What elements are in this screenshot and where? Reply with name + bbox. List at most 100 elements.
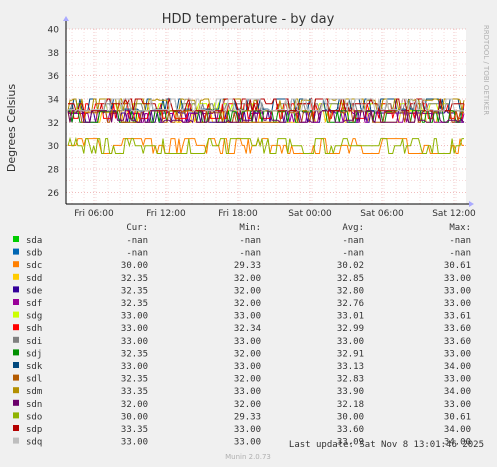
y-axis-label: Degrees Celsius xyxy=(5,84,18,173)
rrdtool-credit: RRDTOOL / TOBI OETIKER xyxy=(482,25,490,115)
legend-swatch-sdg xyxy=(13,311,19,318)
legend-swatch-sdi xyxy=(13,336,19,343)
legend-value: 33.00 xyxy=(444,375,471,385)
x-tick-label: Fri 06:00 xyxy=(74,209,114,219)
y-tick-label: 30 xyxy=(48,142,60,152)
legend-column-header: Cur: xyxy=(126,223,148,233)
legend-value: 34.00 xyxy=(444,438,471,448)
legend-value: 32.00 xyxy=(234,349,261,359)
y-tick-label: 34 xyxy=(48,96,60,106)
legend-swatch-sde xyxy=(13,286,19,293)
legend-value: 32.00 xyxy=(121,400,148,410)
legend-value: 33.09 xyxy=(337,438,364,448)
legend-value: 33.35 xyxy=(121,425,148,435)
legend-swatch-sdp xyxy=(13,425,19,431)
legend-value: -nan xyxy=(342,249,364,259)
legend-value: 33.00 xyxy=(444,274,471,284)
legend-value: 33.60 xyxy=(444,337,471,347)
legend-name-sdp: sdp xyxy=(26,425,42,435)
legend-value: 32.35 xyxy=(121,286,148,296)
legend-value: 32.00 xyxy=(234,299,261,309)
legend-swatch-sdc xyxy=(13,261,19,268)
legend-value: 32.00 xyxy=(234,274,261,284)
legend-swatch-sdb xyxy=(13,248,19,255)
legend-value: 33.60 xyxy=(444,324,471,334)
legend-value: -nan xyxy=(449,236,471,246)
legend-value: 33.13 xyxy=(337,362,364,372)
legend-value: 33.00 xyxy=(121,312,148,322)
x-tick-label: Sat 00:00 xyxy=(288,209,332,219)
y-tick-label: 40 xyxy=(48,26,60,36)
legend-value: 33.00 xyxy=(444,299,471,309)
legend-value: 33.61 xyxy=(444,312,471,322)
legend-value: -nan xyxy=(239,236,261,246)
legend-swatch-sdf xyxy=(13,299,19,305)
legend-value: 33.00 xyxy=(234,387,261,397)
x-tick-label: Sat 12:00 xyxy=(432,209,476,219)
legend-value: 33.00 xyxy=(121,438,148,448)
chart-title: HDD temperature - by day xyxy=(162,12,335,27)
legend-value: 33.60 xyxy=(337,425,364,435)
legend-value: 30.02 xyxy=(337,261,364,271)
legend-value: 32.18 xyxy=(337,400,364,410)
legend-value: 33.00 xyxy=(121,362,148,372)
legend-name-sdm: sdm xyxy=(26,387,42,397)
legend-column-header: Avg: xyxy=(342,223,364,233)
legend-name-sde: sde xyxy=(26,286,42,296)
x-axis-arrow xyxy=(469,201,474,207)
legend-name-sdf: sdf xyxy=(26,299,42,309)
legend-value: 33.00 xyxy=(234,362,261,372)
legend-value: 33.00 xyxy=(444,400,471,410)
legend-value: 32.91 xyxy=(337,349,364,359)
last-update: Last update: Sat Nov 8 13:01:46 2025 xyxy=(289,440,484,450)
legend-swatch-sdq xyxy=(13,437,19,444)
legend-name-sdo: sdo xyxy=(26,412,42,422)
series-line-sdo xyxy=(67,136,464,154)
legend-swatch-sdh xyxy=(13,324,19,331)
legend-value: 32.99 xyxy=(337,324,364,334)
y-tick-label: 26 xyxy=(48,189,60,199)
legend-name-sdb: sdb xyxy=(26,249,42,259)
legend-value: 33.90 xyxy=(337,387,364,397)
legend-value: 33.35 xyxy=(121,387,148,397)
legend-name-sdl: sdl xyxy=(26,375,42,385)
legend-name-sdc: sdc xyxy=(26,261,42,271)
legend-value: 32.34 xyxy=(234,324,261,334)
legend-value: 33.00 xyxy=(337,337,364,347)
legend-name-sdg: sdg xyxy=(26,312,42,322)
legend-value: 32.35 xyxy=(121,375,148,385)
legend-name-sdk: sdk xyxy=(26,362,43,372)
legend-value: -nan xyxy=(342,236,364,246)
legend-value: 30.61 xyxy=(444,412,471,422)
legend-value: 32.85 xyxy=(337,274,364,284)
y-tick-label: 36 xyxy=(48,72,60,82)
legend-value: 33.00 xyxy=(234,312,261,322)
legend-swatch-sdl xyxy=(13,374,19,381)
series-line-sdn xyxy=(67,110,465,124)
legend-name-sdn: sdn xyxy=(26,400,42,410)
legend-value: 30.61 xyxy=(444,261,471,271)
legend-value: 33.00 xyxy=(234,438,261,448)
legend-value: -nan xyxy=(126,236,148,246)
y-axis-arrow xyxy=(63,16,69,21)
legend-value: -nan xyxy=(126,249,148,259)
legend-value: 32.35 xyxy=(121,349,148,359)
y-tick-label: 38 xyxy=(48,49,60,59)
legend-value: 32.00 xyxy=(234,286,261,296)
legend-value: 33.00 xyxy=(121,337,148,347)
series-line-sdq xyxy=(68,98,464,112)
legend-swatch-sda xyxy=(13,236,19,242)
legend-value: -nan xyxy=(449,249,471,259)
legend-value: 33.00 xyxy=(121,324,148,334)
legend-name-sdj: sdj xyxy=(26,349,42,359)
legend-name-sdq: sdq xyxy=(26,438,42,448)
legend-value: 33.00 xyxy=(234,425,261,435)
legend-swatch-sdm xyxy=(13,387,19,394)
legend-swatch-sdj xyxy=(13,349,19,356)
legend-value: 29.33 xyxy=(234,261,261,271)
legend-value: 32.80 xyxy=(337,286,364,296)
series-line-sdp xyxy=(68,97,464,112)
legend-column-header: Min: xyxy=(239,223,261,233)
legend-name-sdh: sdh xyxy=(26,324,42,334)
legend-swatch-sdn xyxy=(13,399,19,406)
